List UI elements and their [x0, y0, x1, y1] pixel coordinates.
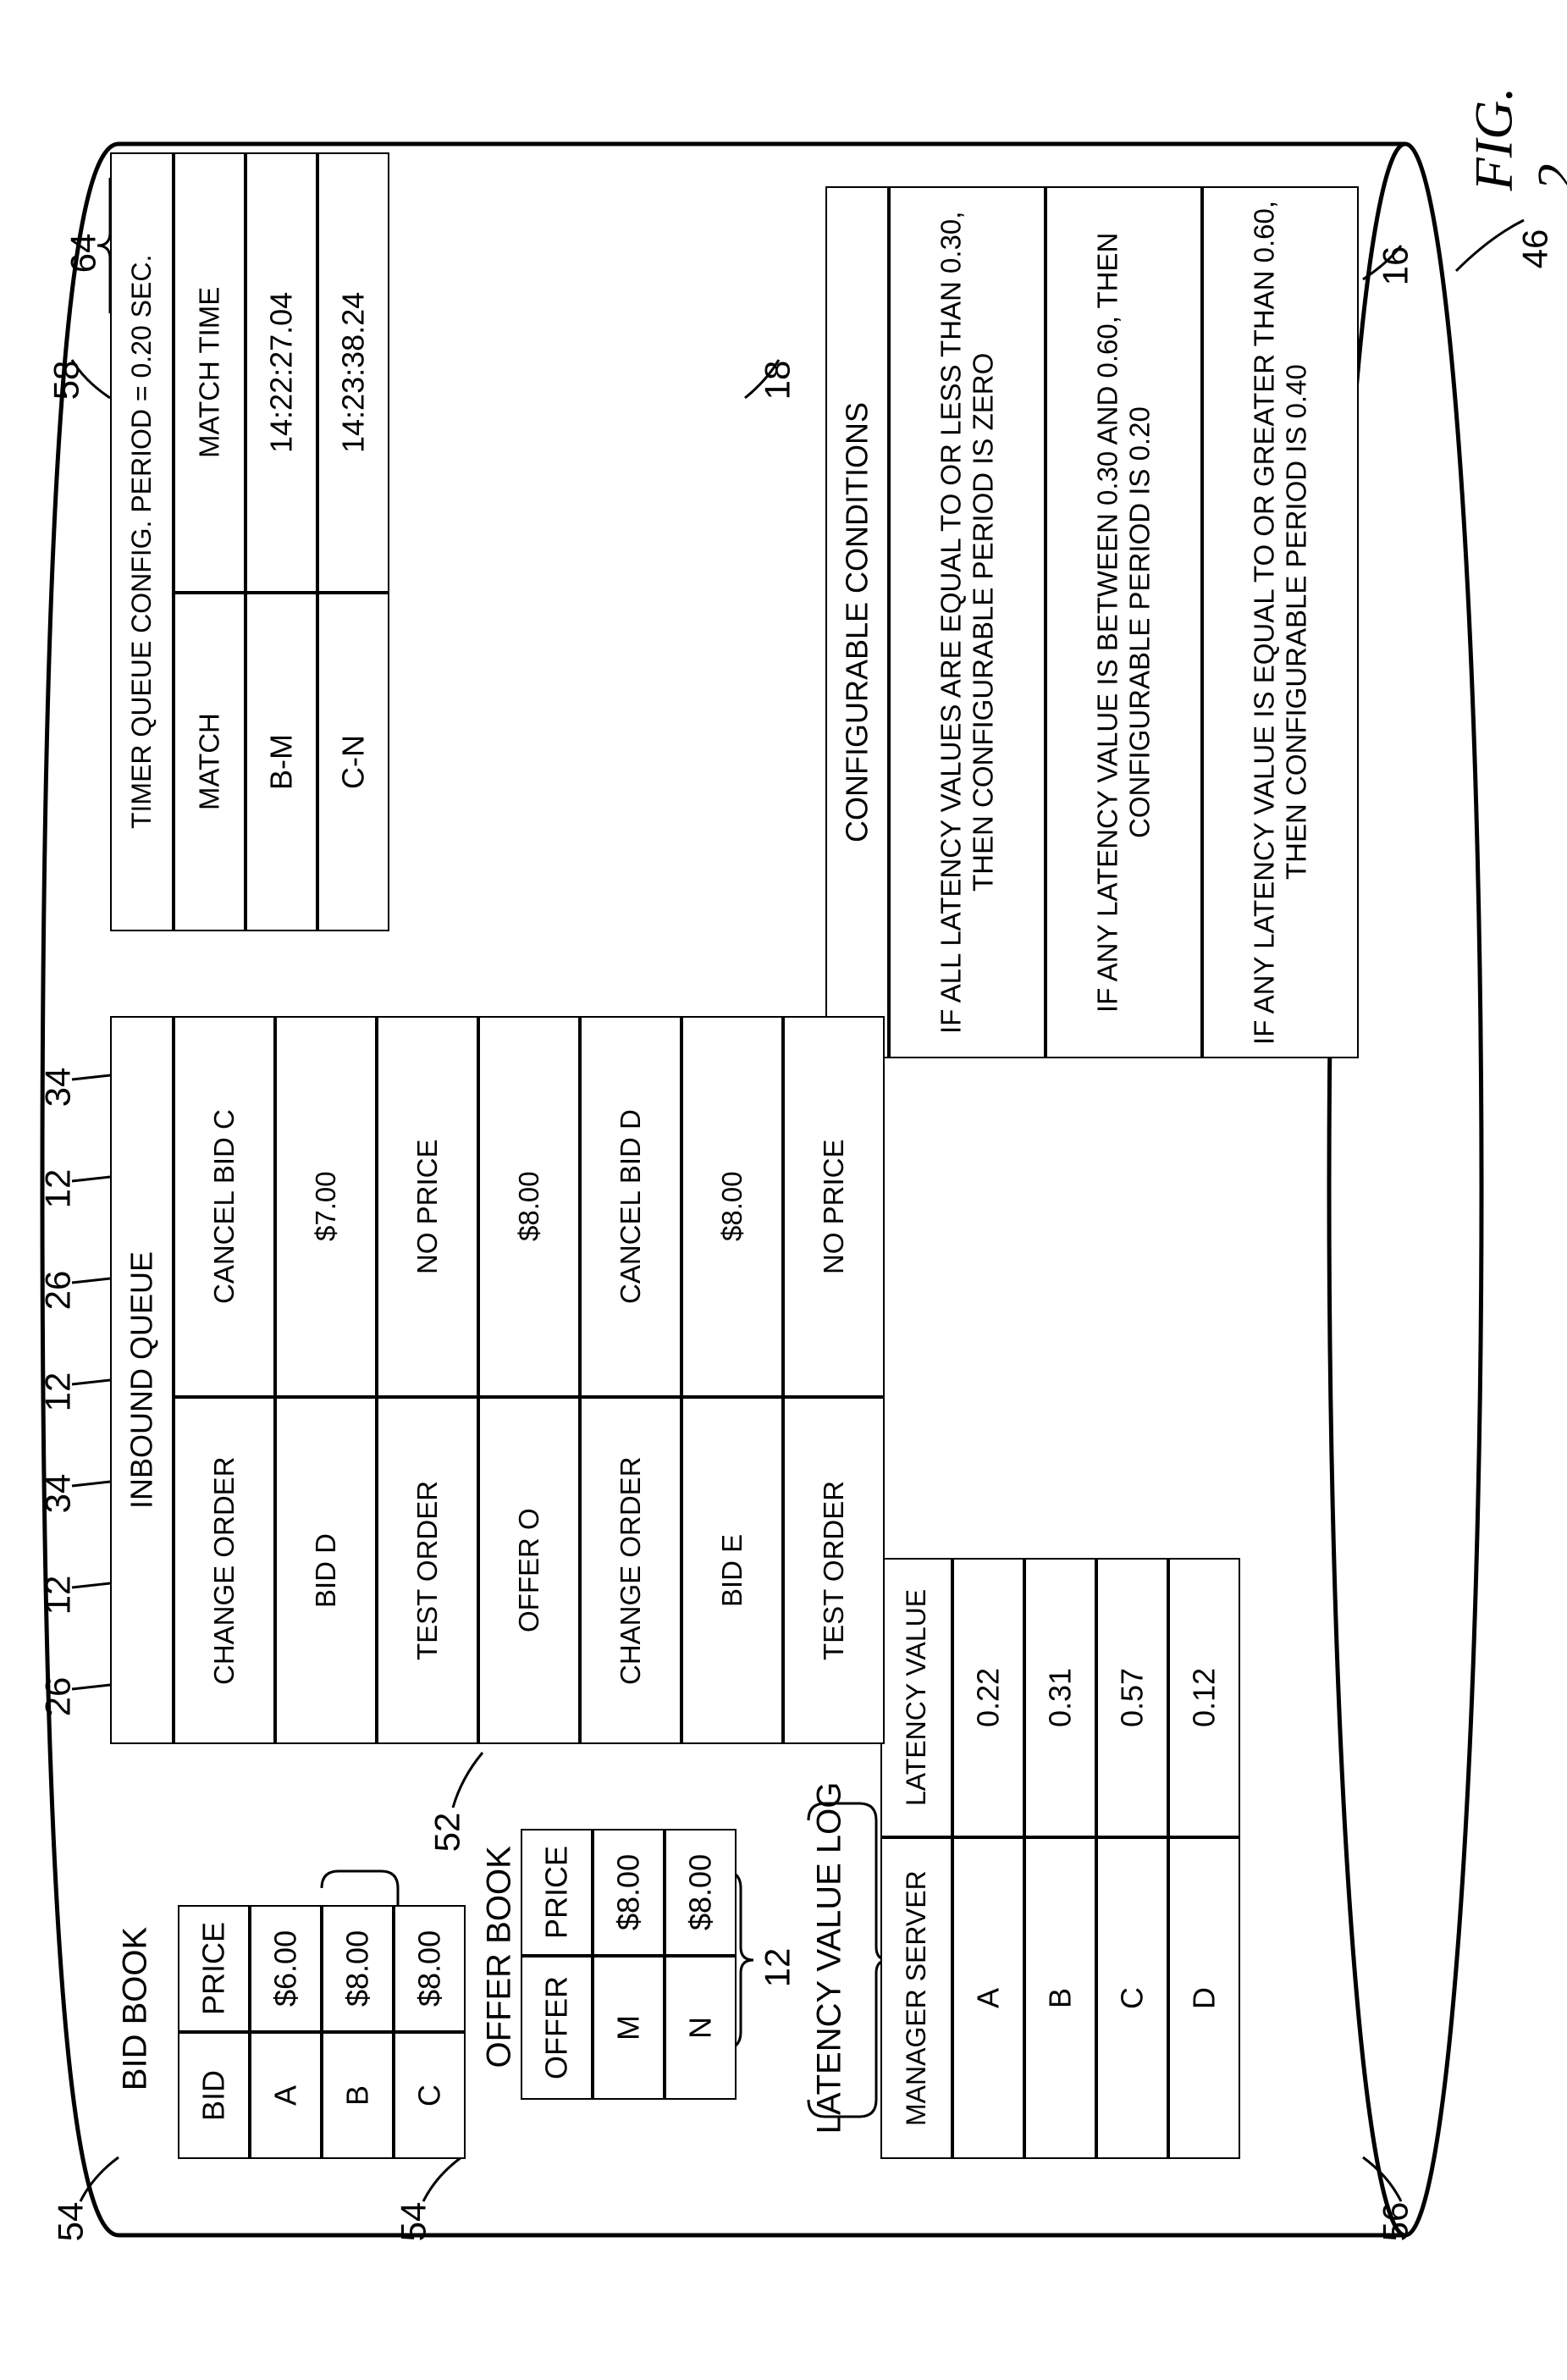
conditions-r1: IF ANY LATENCY VALUE IS BETWEEN 0.30 AND…: [1046, 186, 1202, 1058]
latency-r0c0: A: [952, 1837, 1024, 2159]
inbound-r4c1: CANCEL BID D: [580, 1016, 681, 1397]
offer-book-r1c0: N: [665, 1956, 737, 2100]
ref-16: 16: [1375, 246, 1415, 286]
bid-book-title: BID BOOK: [117, 1924, 155, 2094]
inbound-r6c1: NO PRICE: [783, 1016, 885, 1397]
latency-hdr-0: MANAGER SERVER: [880, 1837, 952, 2159]
ref-12-offer: 12: [757, 1948, 797, 1988]
inbound-r2c1: NO PRICE: [377, 1016, 478, 1397]
ref-54-offer: 54: [393, 2202, 433, 2242]
inbound-r0c0: CHANGE ORDER: [174, 1397, 275, 1744]
ref-58: 58: [46, 361, 86, 400]
timer-r1c0: C-N: [317, 593, 389, 931]
timer-hdr-0: MATCH: [174, 593, 246, 931]
bid-book-hdr-0: BID: [178, 2032, 250, 2159]
inbound-r6c0: TEST ORDER: [783, 1397, 885, 1744]
ref-52: 52: [427, 1813, 467, 1853]
ref-46: 46: [1515, 229, 1555, 269]
conditions-r0: IF ALL LATENCY VALUES ARE EQUAL TO OR LE…: [889, 186, 1046, 1058]
latency-r3c1: 0.12: [1168, 1558, 1240, 1837]
inbound-r2c0: TEST ORDER: [377, 1397, 478, 1744]
conditions-title: CONFIGURABLE CONDITIONS: [825, 186, 889, 1058]
ref-64: 64: [63, 234, 103, 273]
ref-inbound-6: 34: [37, 1068, 78, 1107]
inbound-r1c0: BID D: [275, 1397, 377, 1744]
latency-r0c1: 0.22: [952, 1558, 1024, 1837]
bid-book-r0c1: $6.00: [250, 1905, 322, 2032]
timer-r0c1: 14:22:27.04: [246, 152, 317, 593]
bid-book-r2c0: C: [394, 2032, 466, 2159]
ref-inbound-4: 26: [37, 1271, 78, 1311]
offer-book-r1c1: $8.00: [665, 1829, 737, 1956]
inbound-r5c1: $8.00: [681, 1016, 783, 1397]
conditions-r2: IF ANY LATENCY VALUE IS EQUAL TO OR GREA…: [1202, 186, 1359, 1058]
inbound-r5c0: BID E: [681, 1397, 783, 1744]
bid-book-r2c1: $8.00: [394, 1905, 466, 2032]
inbound-title: INBOUND QUEUE: [110, 1016, 174, 1744]
ref-inbound-3: 12: [37, 1372, 78, 1412]
bid-book-r1c0: B: [322, 2032, 394, 2159]
bid-book-hdr-1: PRICE: [178, 1905, 250, 2032]
timer-r0c0: B-M: [246, 593, 317, 931]
latency-r2c1: 0.57: [1096, 1558, 1168, 1837]
inbound-r4c0: CHANGE ORDER: [580, 1397, 681, 1744]
ref-18: 18: [757, 361, 797, 400]
latency-hdr-1: LATENCY VALUE: [880, 1558, 952, 1837]
ref-54-bid: 54: [50, 2202, 91, 2242]
latency-r3c0: D: [1168, 1837, 1240, 2159]
offer-book-hdr-0: OFFER: [521, 1956, 593, 2100]
latency-r1c1: 0.31: [1024, 1558, 1096, 1837]
ref-56: 56: [1375, 2202, 1415, 2242]
latency-r1c0: B: [1024, 1837, 1096, 2159]
inbound-r3c1: $8.00: [478, 1016, 580, 1397]
bid-book-r0c0: A: [250, 2032, 322, 2159]
figure-label: FIG. 2: [1462, 87, 1567, 191]
offer-book-r0c0: M: [593, 1956, 665, 2100]
ref-inbound-5: 12: [37, 1169, 78, 1209]
offer-book-title: OFFER BOOK: [481, 1848, 519, 2068]
timer-r1c1: 14:23:38.24: [317, 152, 389, 593]
ref-inbound-2: 34: [37, 1474, 78, 1514]
timer-hdr-1: MATCH TIME: [174, 152, 246, 593]
bid-book-r1c1: $8.00: [322, 1905, 394, 2032]
inbound-r0c1: CANCEL BID C: [174, 1016, 275, 1397]
offer-book-r0c1: $8.00: [593, 1829, 665, 1956]
inbound-r1c1: $7.00: [275, 1016, 377, 1397]
latency-title: LATENCY VALUE LOG: [811, 1772, 849, 2145]
timer-title: TIMER QUEUE CONFIG. PERIOD = 0.20 SEC.: [110, 152, 174, 931]
ref-inbound-1: 12: [37, 1576, 78, 1615]
offer-book-hdr-1: PRICE: [521, 1829, 593, 1956]
latency-r2c0: C: [1096, 1837, 1168, 2159]
ref-inbound-0: 26: [37, 1677, 78, 1717]
inbound-r3c0: OFFER O: [478, 1397, 580, 1744]
